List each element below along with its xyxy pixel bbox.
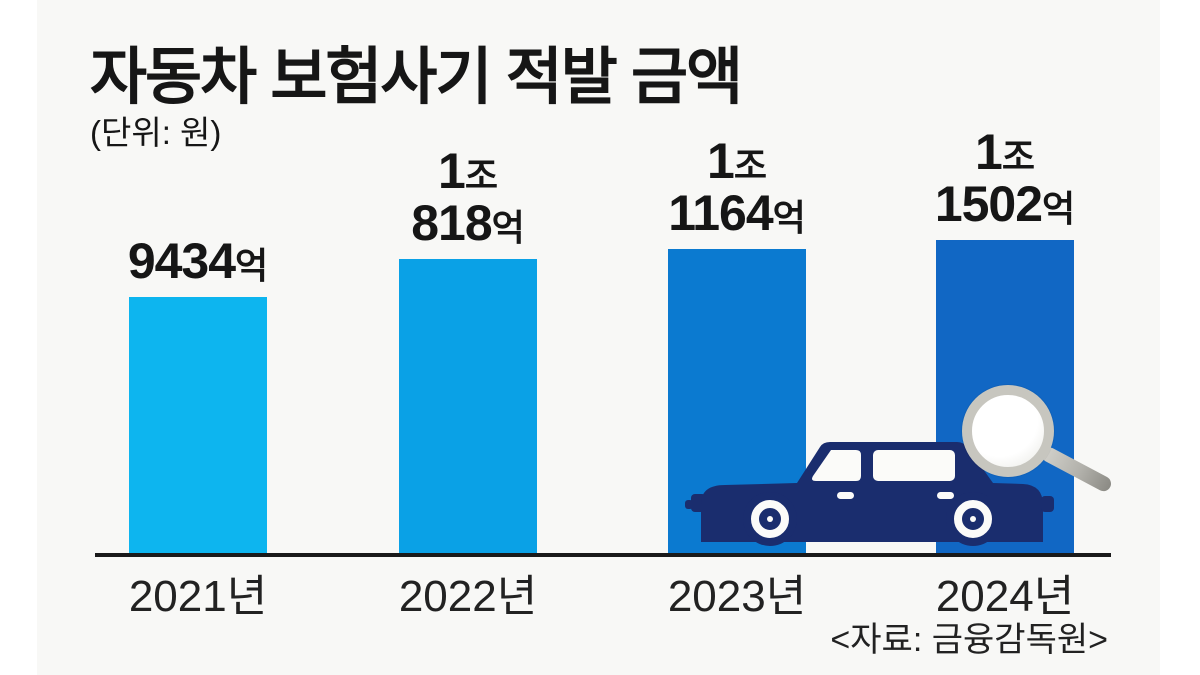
value-label-2021: 9434억 bbox=[128, 235, 268, 287]
x-tick-2024: 2024년 bbox=[935, 572, 1075, 621]
magnifying-glass-icon bbox=[962, 385, 1054, 477]
source-credit: <자료: 금융감독원> bbox=[830, 621, 1108, 659]
value-line-trillion: 1조 bbox=[668, 135, 806, 187]
x-axis-line bbox=[95, 553, 1111, 557]
unit-label: (단위: 원) bbox=[90, 114, 222, 151]
bar-group-2021: 9434억 bbox=[98, 235, 298, 555]
value-unit: 억 bbox=[772, 197, 806, 238]
value-number: 1 bbox=[438, 143, 466, 199]
chart-title: 자동차 보험사기 적발 금액 bbox=[90, 43, 743, 112]
value-unit: 억 bbox=[491, 207, 525, 248]
value-number: 9434 bbox=[127, 233, 236, 289]
value-number: 818 bbox=[411, 195, 492, 251]
value-unit: 조 bbox=[464, 155, 498, 196]
value-line-billion: 1502억 bbox=[935, 178, 1075, 230]
bar-group-2022: 1조 818억 bbox=[368, 145, 568, 555]
value-line-trillion: 1조 bbox=[411, 145, 525, 197]
value-unit: 조 bbox=[733, 145, 767, 186]
infographic-card: 자동차 보험사기 적발 금액 (단위: 원) 9434억 1조 818억 1조 … bbox=[37, 0, 1160, 675]
value-unit: 억 bbox=[1042, 188, 1076, 229]
value-line-billion: 1164억 bbox=[668, 187, 806, 239]
value-number: 1164 bbox=[668, 185, 773, 241]
value-number: 1 bbox=[975, 124, 1003, 180]
value-line-billion: 818억 bbox=[411, 197, 525, 249]
car-icon bbox=[685, 442, 1054, 546]
value-unit: 조 bbox=[1001, 136, 1035, 177]
value-line-trillion: 1조 bbox=[935, 126, 1075, 178]
value-number: 1502 bbox=[934, 176, 1043, 232]
value-unit: 억 bbox=[235, 245, 269, 286]
value-label-2022: 1조 818억 bbox=[411, 145, 525, 249]
value-label-2024: 1조 1502억 bbox=[935, 126, 1075, 230]
x-tick-2023: 2023년 bbox=[667, 572, 807, 621]
x-tick-2022: 2022년 bbox=[398, 572, 538, 621]
bar-2022 bbox=[399, 259, 537, 555]
bar-2021 bbox=[129, 297, 267, 555]
value-number: 1 bbox=[707, 133, 735, 189]
x-tick-2021: 2021년 bbox=[128, 572, 268, 621]
value-label-2023: 1조 1164억 bbox=[668, 135, 806, 239]
value-line-billion: 9434억 bbox=[128, 235, 268, 287]
